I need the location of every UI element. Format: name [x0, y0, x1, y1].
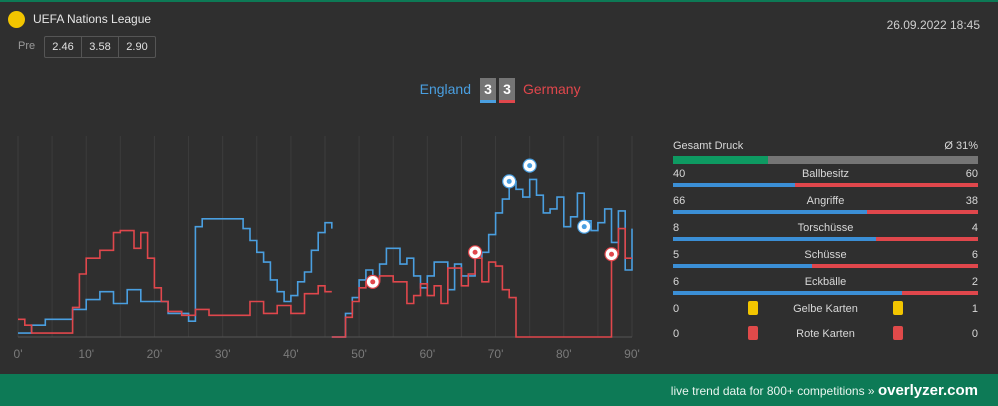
gesamt-druck-fill	[673, 156, 768, 164]
stat-label: Ballbesitz	[801, 168, 850, 180]
trend-chart: 0' 10' 20' 30' 40' 50' 60' 70' 80' 90'	[14, 136, 640, 361]
x-tick-label: 20'	[147, 347, 163, 361]
card-icon	[893, 326, 903, 340]
stat-bar-away	[866, 210, 978, 214]
series-line	[18, 218, 333, 334]
stat-row: 8 Torschüsse 4	[673, 222, 978, 249]
stat-away-value: 4	[971, 222, 978, 234]
x-tick-label: 90'	[624, 347, 640, 361]
odds-label: Pre	[18, 40, 36, 52]
goal-ball-patch	[581, 224, 587, 230]
gesamt-druck-label: Gesamt Druck	[673, 140, 744, 152]
stats-panel: Gesamt Druck Ø 31% 40 Ballbesitz 60 66 Angri…	[673, 140, 978, 353]
goal-ball-patch	[506, 178, 512, 184]
x-tick-label: 10'	[78, 347, 94, 361]
goal-ball-patch	[370, 279, 376, 285]
stat-away-value: 2	[971, 276, 978, 288]
stat-row: 66 Angriffe 38	[673, 195, 978, 222]
goal-marker-icon	[502, 174, 517, 189]
card-away-count: 0	[971, 328, 978, 340]
x-tick-label: 30'	[215, 347, 231, 361]
stat-home-value: 66	[673, 195, 686, 207]
footer-brand[interactable]: overlyzer.com	[877, 382, 978, 399]
stat-away-value: 6	[971, 249, 978, 261]
stat-bar	[673, 210, 978, 214]
stat-row: 40 Ballbesitz 60	[673, 168, 978, 195]
x-tick-label: 80'	[556, 347, 572, 361]
x-tick-label: 50'	[351, 347, 367, 361]
series-line	[18, 229, 332, 334]
odd-away[interactable]: 2.90	[126, 41, 148, 53]
stat-row: 6 Eckbälle 2	[673, 276, 978, 303]
card-away-count: 1	[971, 303, 978, 315]
goal-marker-icon	[365, 274, 380, 289]
card-row: 0 Rote Karten 0	[673, 326, 978, 353]
gesamt-druck-bar	[673, 156, 978, 164]
goal-marker-icon	[604, 247, 619, 262]
stat-row: 5 Schüsse 6	[673, 249, 978, 276]
stat-away-value: 38	[965, 195, 978, 207]
away-score: 3	[499, 78, 515, 103]
stat-home-value: 6	[673, 276, 680, 288]
odd-home[interactable]: 2.46	[45, 37, 82, 57]
goal-ball-patch	[527, 163, 533, 169]
card-icon	[748, 301, 758, 315]
stat-label: Schüsse	[804, 249, 847, 261]
footer-banner[interactable]: live trend data for 800+ competitions » …	[0, 374, 998, 406]
stat-bar-home	[673, 183, 795, 187]
x-tick-label: 70'	[488, 347, 504, 361]
card-row: 0 Gelbe Karten 1	[673, 301, 978, 328]
scoreboard: England 3 3 Germany	[0, 78, 998, 104]
stat-bar	[673, 183, 978, 187]
stat-home-value: 8	[673, 222, 680, 234]
stat-bar-away	[795, 183, 978, 187]
goal-marker-icon	[577, 219, 592, 234]
goal-ball-patch	[472, 249, 478, 255]
series-line	[331, 178, 633, 338]
goal-marker-icon	[522, 158, 537, 173]
goal-ball-patch	[609, 251, 615, 257]
card-label: Rote Karten	[796, 328, 855, 340]
stat-bar	[673, 237, 978, 241]
card-icon	[893, 301, 903, 315]
stat-label: Eckbälle	[804, 276, 847, 288]
card-icon	[748, 326, 758, 340]
stat-home-value: 5	[673, 249, 680, 261]
stat-home-value: 40	[673, 168, 686, 180]
card-home-count: 0	[673, 328, 680, 340]
odd-draw[interactable]: 3.58	[82, 37, 119, 57]
top-accent-line	[0, 0, 998, 2]
card-home-count: 0	[673, 303, 680, 315]
stat-bar	[673, 264, 978, 268]
stat-bar-home	[673, 264, 812, 268]
gesamt-druck-value: Ø 31%	[944, 140, 978, 152]
stat-bar-away	[901, 291, 978, 295]
stat-bar-home	[673, 210, 867, 214]
stat-bar-away	[811, 264, 978, 268]
gesamt-druck-row: Gesamt Druck Ø 31%	[673, 140, 978, 154]
stat-bar	[673, 291, 978, 295]
stat-bar-home	[673, 237, 877, 241]
x-tick-label: 40'	[283, 347, 299, 361]
stat-label: Angriffe	[806, 195, 845, 207]
match-datetime: 26.09.2022 18:45	[886, 18, 980, 32]
x-tick-label: 60'	[420, 347, 436, 361]
x-tick-label: 0'	[14, 347, 23, 361]
footer-text[interactable]: live trend data for 800+ competitions » …	[671, 382, 978, 399]
league-name[interactable]: UEFA Nations League	[33, 12, 152, 26]
stat-label: Torschüsse	[797, 222, 854, 234]
odds-group: 2.46 3.58 2.90	[44, 36, 156, 58]
home-score: 3	[480, 78, 496, 103]
goal-marker-icon	[467, 245, 483, 260]
home-team-name[interactable]: England	[419, 81, 471, 97]
league-icon	[8, 11, 25, 28]
away-team-name[interactable]: Germany	[523, 81, 581, 97]
stat-bar-home	[673, 291, 902, 295]
card-label: Gelbe Karten	[793, 303, 858, 315]
footer-tagline: live trend data for 800+ competitions »	[670, 384, 875, 398]
stat-bar-away	[876, 237, 978, 241]
stat-away-value: 60	[965, 168, 978, 180]
